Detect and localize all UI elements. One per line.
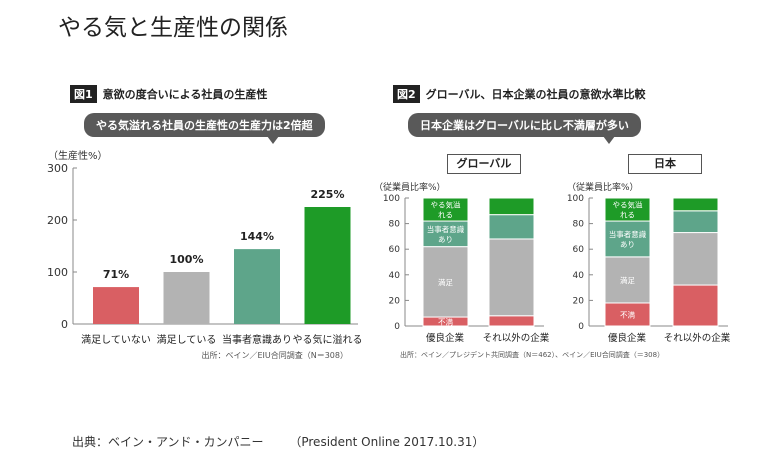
figure2-y-axis-label: （従業員比率%） <box>567 181 639 193</box>
figure1-callout: やる気溢れる社員の生産性の生産力は2倍超 <box>84 113 325 144</box>
figure2-bar-segment <box>488 315 535 327</box>
figure1-value-label: 71% <box>103 268 129 281</box>
figure2-y-tick-label: 100 <box>567 194 584 204</box>
figure1-title: 意欲の度合いによる社員の生産性 <box>102 88 268 101</box>
figure2-segment-label: 満足 <box>620 276 635 285</box>
figure2-segment-label: 不満 <box>620 310 635 319</box>
figure2-y-tick-label: 40 <box>389 271 401 281</box>
figure2-y-tick-label: 100 <box>383 194 400 204</box>
figure2-bar-segment <box>604 220 651 258</box>
figure1-note: 出所：ベイン／EIU合同調査（N＝308） <box>201 350 348 360</box>
figure1-tag: 図1 <box>70 85 97 103</box>
figure2-bar-segment <box>488 197 535 216</box>
figure2-tag: 図2 <box>393 85 420 103</box>
figure1-y-tick-label: 200 <box>47 214 68 227</box>
figure1-category-label: 満足していない <box>81 334 151 346</box>
figure2-bar-segment <box>488 238 535 317</box>
page-title: やる気と生産性の関係 <box>58 15 288 41</box>
figure2-y-tick-label: 20 <box>573 296 585 306</box>
figure2-bar-segment <box>422 197 469 222</box>
figure1-y-tick-label: 100 <box>47 266 68 279</box>
figure2-y-tick-label: 0 <box>394 322 400 332</box>
figure2-segment-label: あり <box>438 235 453 244</box>
figure2-bar-segment <box>672 197 719 212</box>
figure2-category-label: 優良企業 <box>426 332 465 344</box>
figure1-bar <box>93 287 139 324</box>
figure2-y-tick-label: 80 <box>389 220 401 230</box>
source-citation: （President Online 2017.10.31） <box>289 435 485 449</box>
figure2-segment-label: 不満 <box>438 318 453 327</box>
figure2-bar-segment <box>672 232 719 286</box>
group-label-global: グローバル <box>447 154 521 174</box>
figure1-bar <box>304 207 351 324</box>
figure1-y-tick-label: 300 <box>47 162 68 175</box>
group-label-japan: 日本 <box>628 154 702 174</box>
figure2-note: 出所：ベイン／プレジデント共同調査（N＝462）、ベイン／EIU合同調査（＝30… <box>400 350 664 359</box>
figure2-bar-segment <box>672 284 719 327</box>
figure2-y-tick-label: 80 <box>573 220 585 230</box>
figure1-value-label: 100% <box>170 253 204 266</box>
figure2-segment-label: 当事者意識 <box>427 224 465 234</box>
figure2-category-label: それ以外の企業 <box>483 332 550 344</box>
figure1-value-label: 225% <box>311 188 345 201</box>
figure2-title: グローバル、日本企業の社員の意欲水準比較 <box>425 88 646 101</box>
figure1-y-tick-label: 0 <box>61 318 68 331</box>
figure2-category-label: それ以外の企業 <box>664 332 731 344</box>
figure2-y-tick-label: 0 <box>578 322 584 332</box>
figure1-category-label: 当事者意識あり <box>222 333 292 346</box>
figure2-segment-label: れる <box>620 211 635 220</box>
source-publisher: 出典：ベイン・アンド・カンパニー <box>72 435 264 449</box>
figure2-y-tick-label: 20 <box>389 296 401 306</box>
figure2-segment-label: やる気溢 <box>613 200 643 210</box>
figure2-category-label: 優良企業 <box>608 332 647 344</box>
figure2-bar-segment <box>488 214 535 240</box>
figure1-bar <box>234 249 280 324</box>
figure2-segment-label: 当事者意識 <box>609 229 647 239</box>
figure1-category-label: やる気に溢れる <box>293 333 363 346</box>
figure1-bar <box>163 272 210 324</box>
figure2-y-axis-label: （従業員比率%） <box>374 181 446 193</box>
figure2-callout: 日本企業はグローバルに比し不満層が多い <box>408 113 641 144</box>
figure1-y-axis-label: （生産性%） <box>48 149 108 162</box>
figure2-segment-label: れる <box>438 211 453 220</box>
figure2-bar-segment <box>672 210 719 234</box>
figure2-y-tick-label: 60 <box>389 245 401 255</box>
figure1-header: 図1 意欲の度合いによる社員の生産性 <box>70 85 267 103</box>
figure2-segment-label: あり <box>620 240 635 249</box>
figure2-y-tick-label: 60 <box>573 245 585 255</box>
figure1-category-label: 満足している <box>157 334 217 346</box>
figure2-y-tick-label: 40 <box>573 271 585 281</box>
figure2-segment-label: やる気溢 <box>431 200 461 210</box>
source-line: 出典：ベイン・アンド・カンパニー （President Online 2017.… <box>72 433 506 450</box>
figure2-segment-label: 満足 <box>438 278 453 287</box>
figure2-bar-segment <box>422 246 469 318</box>
figure1-value-label: 144% <box>240 230 274 243</box>
figure2-header: 図2 グローバル、日本企業の社員の意欲水準比較 <box>393 85 646 103</box>
figure2-bar-segment <box>604 197 651 222</box>
